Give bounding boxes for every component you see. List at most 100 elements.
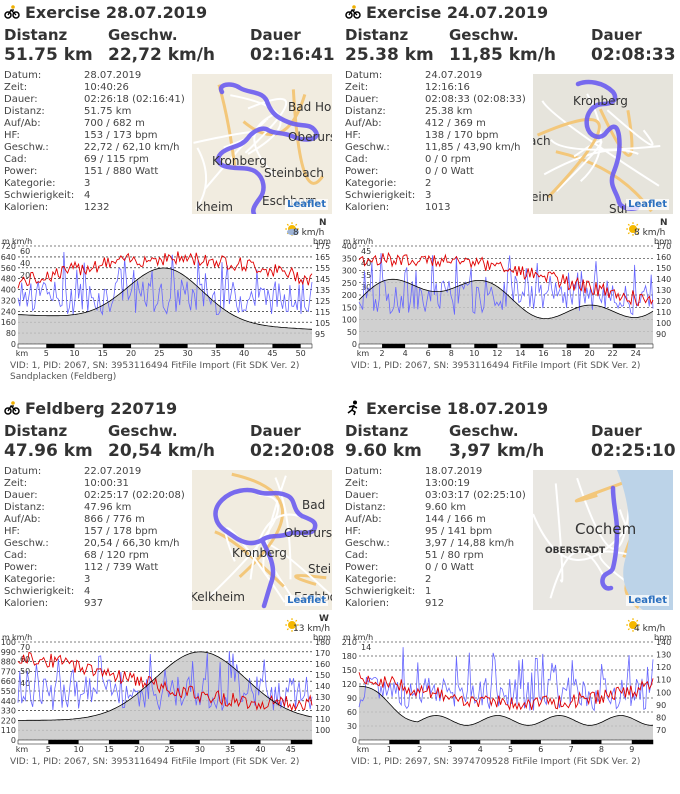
details-key: HF: bbox=[4, 526, 20, 537]
altitude-unit: m bbox=[343, 633, 351, 642]
wind-speed: 4 km/h bbox=[634, 624, 666, 634]
route-map[interactable]: Cochem OBERSTADT Leaflet bbox=[533, 470, 673, 610]
activity-chart-container: 720 640 560 480 400 320 240 160 80 0 175 165 155 145 1… bbox=[0, 236, 335, 358]
details-key: Datum: bbox=[345, 70, 383, 81]
x-tick-label: 15 bbox=[98, 349, 108, 358]
right-tick-label: 165 bbox=[315, 253, 330, 262]
details-value: 25.38 km bbox=[425, 106, 473, 117]
details-value: 10:00:31 bbox=[84, 478, 129, 489]
details-key: Kalorien: bbox=[4, 202, 49, 213]
map-place-label: kheim bbox=[196, 200, 233, 214]
exercise-card[interactable]: Exercise 24.07.2019 Distanz 25.38 km Geschw… bbox=[341, 0, 676, 390]
details-value: 157 / 178 bpm bbox=[84, 526, 158, 537]
distance-value: 9.60 km bbox=[345, 441, 422, 461]
distance-value: 47.96 km bbox=[4, 441, 93, 461]
map-attribution-link[interactable]: Leaflet bbox=[285, 595, 328, 606]
bike-icon bbox=[4, 401, 20, 415]
activity-chart-container: 400 350 300 250 200 150 100 50 0 170 160 150 140 130 1… bbox=[341, 236, 676, 358]
card-header[interactable]: Exercise 24.07.2019 bbox=[345, 2, 548, 22]
details-value: 1 bbox=[425, 586, 432, 597]
distance-label: Distanz bbox=[345, 26, 409, 44]
details-key: Auf/Ab: bbox=[4, 118, 41, 129]
x-tick-label: km bbox=[357, 745, 370, 754]
x-axis-segment bbox=[631, 740, 653, 744]
exercise-card[interactable]: Exercise 28.07.2019 Distanz 51.75 km Geschw… bbox=[0, 0, 335, 390]
speed-value: 11,85 km/h bbox=[449, 45, 557, 65]
right-tick-label: 110 bbox=[315, 715, 330, 724]
exercise-card[interactable]: Exercise 18.07.2019 Distanz 9.60 km Geschw.… bbox=[341, 396, 676, 786]
details-key: Datum: bbox=[4, 70, 42, 81]
left-tick-label: 720 bbox=[1, 242, 16, 251]
activity-chart: 210 180 150 120 90 60 30 0 140 130 120 110 100 90 80 70… bbox=[342, 633, 672, 754]
summary-stats: Distanz 51.75 km Geschw. 22,72 km/h Dauer 02:… bbox=[0, 26, 335, 66]
left-tick-label: 30 bbox=[347, 722, 357, 731]
right-tick-label: 160 bbox=[315, 660, 330, 669]
details-key: Schwierigkeit: bbox=[4, 586, 75, 597]
card-header[interactable]: Exercise 18.07.2019 bbox=[345, 398, 548, 418]
details-key: Dauer: bbox=[345, 490, 379, 501]
altitude-unit: m bbox=[2, 633, 10, 642]
x-tick-label: 10 bbox=[74, 745, 84, 754]
details-key: Kalorien: bbox=[4, 598, 49, 609]
x-tick-label: 50 bbox=[296, 349, 306, 358]
duration-label: Dauer bbox=[591, 26, 642, 44]
details-key: Geschw.: bbox=[4, 142, 49, 153]
wind-speed: 8 km/h bbox=[293, 228, 325, 238]
exercise-card[interactable]: Feldberg 220719 Distanz 47.96 km Geschw. 20,… bbox=[0, 396, 335, 786]
speed-tick-label: 35 bbox=[361, 271, 371, 280]
details-value: 28.07.2019 bbox=[84, 70, 142, 81]
details-key: Zeit: bbox=[4, 478, 28, 489]
left-tick-label: 990 bbox=[1, 648, 16, 657]
left-tick-label: 200 bbox=[342, 291, 357, 300]
x-tick-label: 18 bbox=[561, 349, 571, 358]
details-value: 02:08:33 (02:08:33) bbox=[425, 94, 526, 105]
map-attribution-link[interactable]: Leaflet bbox=[285, 199, 328, 210]
details-value: 13:00:19 bbox=[425, 478, 470, 489]
right-tick-label: 125 bbox=[315, 297, 330, 306]
x-axis-segment bbox=[449, 740, 481, 744]
map-attribution-link[interactable]: Leaflet bbox=[626, 595, 669, 606]
route-map[interactable]: Bad HoOberurselKronbergSteinbachEschborn… bbox=[192, 74, 332, 214]
details-value: 3 bbox=[84, 178, 91, 189]
weather-widget: W 13 km/h bbox=[285, 614, 335, 636]
speed-line bbox=[358, 253, 654, 316]
right-tick-label: 120 bbox=[656, 297, 671, 306]
footer-line: VID: 1, PID: 2067, SN: 3953116494 FitFil… bbox=[10, 757, 300, 767]
x-axis-segment bbox=[108, 740, 140, 744]
right-tick-label: 70 bbox=[656, 726, 666, 735]
details-value: 10:40:26 bbox=[84, 82, 129, 93]
card-footer: VID: 1, PID: 2067, SN: 3953116494 FitFil… bbox=[10, 757, 299, 768]
details-value: 20,54 / 66,30 km/h bbox=[84, 538, 180, 549]
details-value: 18.07.2019 bbox=[425, 466, 483, 477]
duration-value: 02:16:41 bbox=[250, 45, 335, 65]
wind-speed: 8 km/h bbox=[634, 228, 666, 238]
x-tick-label: 16 bbox=[538, 349, 548, 358]
details-key: Auf/Ab: bbox=[345, 118, 382, 129]
right-tick-label: 115 bbox=[315, 308, 330, 317]
left-tick-label: 300 bbox=[342, 267, 357, 276]
activity-chart: 1100990880770660550440330220110018017016… bbox=[0, 633, 331, 754]
heart-rate-line bbox=[358, 672, 654, 711]
details-value: 69 / 115 rpm bbox=[84, 154, 149, 165]
left-tick-label: 770 bbox=[1, 667, 16, 676]
speed-value: 3,97 km/h bbox=[449, 441, 545, 461]
right-tick-label: 130 bbox=[315, 693, 330, 702]
card-header[interactable]: Feldberg 220719 bbox=[4, 398, 177, 418]
details-value: 412 / 369 m bbox=[425, 118, 486, 129]
distance-stat: Distanz 47.96 km bbox=[4, 422, 93, 461]
route-line bbox=[213, 487, 318, 609]
details-key: Schwierigkeit: bbox=[4, 190, 75, 201]
distance-label: Distanz bbox=[4, 422, 68, 440]
x-axis-segment bbox=[102, 344, 132, 348]
card-header[interactable]: Exercise 28.07.2019 bbox=[4, 2, 207, 22]
route-map[interactable]: BadOberurseKronbergSteinbacKelkheimEschb… bbox=[192, 470, 332, 610]
map-attribution-link[interactable]: Leaflet bbox=[626, 199, 669, 210]
details-key: Distanz: bbox=[4, 502, 45, 513]
altitude-area bbox=[359, 686, 653, 740]
speed-tick-label: 30 bbox=[361, 283, 371, 292]
left-tick-label: 120 bbox=[342, 680, 357, 689]
left-tick-label: 320 bbox=[1, 296, 16, 305]
details-key: Kategorie: bbox=[4, 574, 56, 585]
